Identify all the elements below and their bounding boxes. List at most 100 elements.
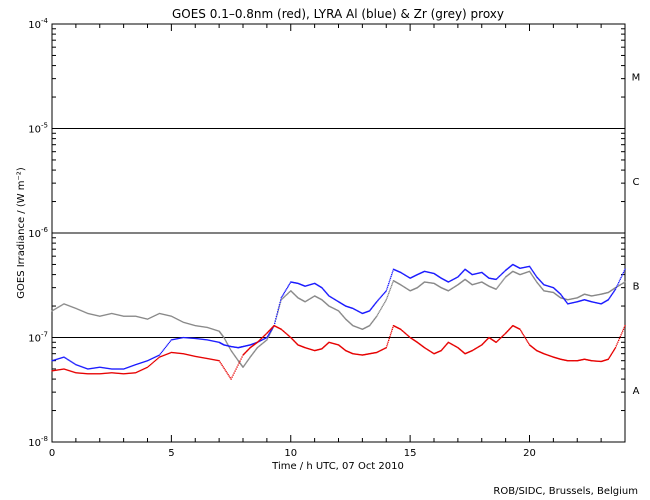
series-1-point — [405, 275, 407, 277]
series-1-point — [370, 308, 372, 311]
series-1-point — [327, 294, 330, 296]
flare-class-label-B: B — [633, 281, 640, 292]
series-0-point — [504, 277, 506, 279]
series-0-point — [475, 282, 477, 285]
series-0-point — [591, 295, 594, 297]
series-2-point — [609, 355, 611, 357]
series-0-point — [528, 270, 531, 272]
series-2-point — [548, 354, 550, 357]
series-2-point — [456, 346, 458, 348]
series-2-point — [407, 335, 410, 337]
series-2-point — [100, 373, 102, 375]
series-1-point — [424, 270, 426, 273]
series-1-point — [379, 297, 381, 299]
y-axis-label: GOES Irradiance / (W m⁻²) — [16, 167, 27, 299]
series-0-point — [117, 314, 119, 316]
series-2-point — [81, 372, 83, 374]
series-0-point — [305, 300, 307, 302]
series-2-point — [114, 372, 116, 374]
series-0-point — [450, 288, 452, 290]
series-2-point — [503, 334, 505, 336]
series-1-point — [574, 301, 576, 303]
flare-class-lines — [52, 128, 625, 338]
series-1-point — [380, 295, 383, 297]
series-1-point — [596, 302, 598, 304]
series-0-point — [541, 287, 543, 290]
series-0-point — [254, 349, 257, 351]
series-0-point — [120, 314, 122, 317]
series-2-point — [616, 343, 618, 345]
series-2-point — [358, 353, 360, 356]
series-2-point — [306, 347, 308, 349]
series-0-point — [144, 318, 147, 320]
series-0-point — [277, 309, 279, 312]
series-1-point — [160, 351, 163, 354]
series-0-point — [332, 307, 334, 309]
series-1-point — [501, 273, 503, 275]
series-1-point — [92, 367, 94, 369]
series-1-point — [375, 301, 377, 304]
series-0-point — [203, 326, 205, 328]
series-0-point — [248, 358, 250, 360]
series-0-point — [158, 312, 161, 315]
series-1-point — [140, 362, 143, 364]
series-0-point — [180, 320, 183, 322]
series-0-point — [339, 312, 341, 314]
series-1-point — [544, 284, 547, 286]
series-0-point — [89, 313, 91, 315]
series-2-point — [222, 366, 224, 368]
series-0-point — [128, 315, 130, 317]
series-1-point — [380, 296, 382, 298]
series-0-point — [289, 290, 291, 293]
series-1-point — [161, 350, 164, 352]
series-0-point — [161, 313, 164, 315]
series-0-point — [57, 306, 59, 309]
series-1-point — [622, 271, 625, 274]
series-1-point — [53, 359, 55, 361]
series-2-point — [618, 339, 620, 341]
series-2-point — [441, 348, 444, 350]
series-0-point — [285, 294, 287, 296]
series-2-point — [66, 369, 68, 371]
series-1-point — [613, 291, 615, 293]
series-0-point — [249, 356, 251, 358]
series-1-point — [429, 271, 431, 274]
series-2-point — [102, 372, 104, 375]
series-1-point — [113, 368, 115, 370]
series-0-point — [370, 323, 372, 325]
series-0-point — [210, 328, 212, 330]
series-2-point — [70, 370, 72, 372]
series-2-point — [308, 348, 310, 350]
series-0-point — [97, 315, 99, 317]
series-2-point — [218, 360, 220, 362]
series-2-point — [389, 336, 391, 338]
series-0-point — [71, 306, 73, 308]
series-0-point — [153, 315, 156, 317]
series-1-point — [530, 267, 532, 269]
series-2-point — [284, 332, 286, 334]
series-1-point — [390, 275, 392, 278]
series-1-point — [392, 270, 394, 272]
series-1-point — [607, 299, 609, 301]
series-1-point — [176, 338, 179, 340]
series-1-point — [182, 336, 185, 339]
series-2-point — [391, 330, 393, 332]
series-2-point — [208, 358, 210, 360]
series-0-point — [477, 282, 480, 284]
series-2-point — [98, 373, 100, 375]
series-1-point — [136, 363, 139, 365]
series-0-point — [571, 298, 573, 300]
series-2-point — [140, 369, 143, 371]
series-1-point — [206, 339, 208, 341]
series-1-point — [264, 337, 266, 339]
series-2-point — [431, 352, 434, 354]
series-0-point — [357, 327, 360, 329]
series-1-point — [276, 313, 278, 315]
series-1-point — [283, 291, 286, 294]
series-0-point — [235, 356, 237, 359]
series-1-point — [285, 289, 287, 291]
series-2-point — [171, 351, 174, 354]
series-0-point — [266, 339, 268, 341]
series-2-point — [477, 346, 480, 348]
series-0-point — [341, 314, 343, 316]
